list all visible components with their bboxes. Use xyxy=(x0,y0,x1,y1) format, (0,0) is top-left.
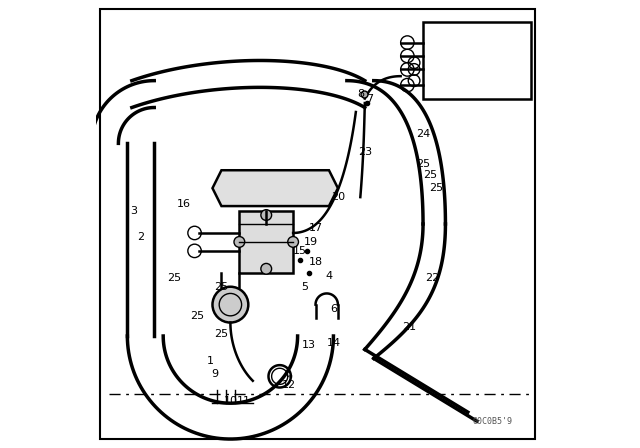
Text: 25: 25 xyxy=(416,159,430,168)
Text: 25: 25 xyxy=(422,170,437,180)
Text: 23: 23 xyxy=(358,147,372,157)
Circle shape xyxy=(288,237,298,247)
Bar xyxy=(239,211,293,273)
Circle shape xyxy=(212,287,248,323)
Text: 25: 25 xyxy=(189,311,204,321)
Text: 19: 19 xyxy=(304,237,318,247)
Text: 8: 8 xyxy=(356,89,364,99)
Text: 13: 13 xyxy=(302,340,316,350)
Circle shape xyxy=(234,237,244,247)
Text: 12: 12 xyxy=(282,380,296,390)
Text: 24: 24 xyxy=(416,129,430,139)
Text: 25: 25 xyxy=(429,183,444,193)
Text: 25: 25 xyxy=(214,329,228,339)
Text: 5: 5 xyxy=(301,282,308,292)
Circle shape xyxy=(261,263,271,274)
Text: 9: 9 xyxy=(211,369,218,379)
Text: 3: 3 xyxy=(131,206,138,215)
Text: 6: 6 xyxy=(330,304,337,314)
Text: 18: 18 xyxy=(308,257,323,267)
Text: 16: 16 xyxy=(177,199,190,209)
Text: 25: 25 xyxy=(167,273,182,283)
Text: 14: 14 xyxy=(326,338,340,348)
Text: 11: 11 xyxy=(237,396,251,406)
Text: 2: 2 xyxy=(137,233,145,242)
Circle shape xyxy=(261,210,271,220)
Text: 17: 17 xyxy=(308,224,323,233)
Text: 7: 7 xyxy=(365,94,373,103)
Text: 25: 25 xyxy=(214,282,228,292)
Text: 10: 10 xyxy=(223,396,237,406)
Text: 21: 21 xyxy=(403,322,417,332)
Polygon shape xyxy=(212,170,338,206)
Text: 1: 1 xyxy=(207,356,214,366)
Text: 00C0B5'9: 00C0B5'9 xyxy=(473,417,513,426)
Text: 4: 4 xyxy=(325,271,333,280)
Text: 20: 20 xyxy=(331,192,345,202)
Text: 22: 22 xyxy=(425,273,439,283)
Text: 15: 15 xyxy=(293,246,307,256)
